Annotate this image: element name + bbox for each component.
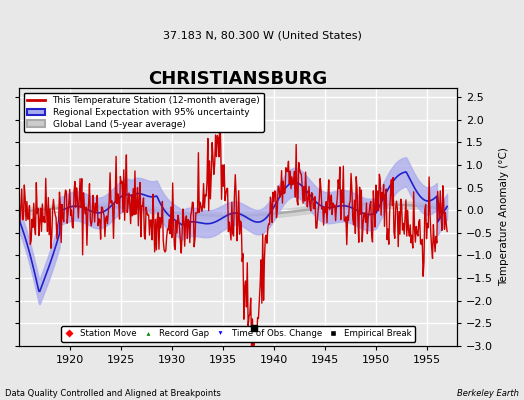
Title: CHRISTIANSBURG: CHRISTIANSBURG bbox=[149, 70, 328, 88]
Text: 37.183 N, 80.300 W (United States): 37.183 N, 80.300 W (United States) bbox=[162, 30, 362, 40]
Y-axis label: Temperature Anomaly (°C): Temperature Anomaly (°C) bbox=[499, 148, 509, 286]
Legend: Station Move, Record Gap, Time of Obs. Change, Empirical Break: Station Move, Record Gap, Time of Obs. C… bbox=[61, 326, 416, 342]
Text: Berkeley Earth: Berkeley Earth bbox=[457, 389, 519, 398]
Text: Data Quality Controlled and Aligned at Breakpoints: Data Quality Controlled and Aligned at B… bbox=[5, 389, 221, 398]
